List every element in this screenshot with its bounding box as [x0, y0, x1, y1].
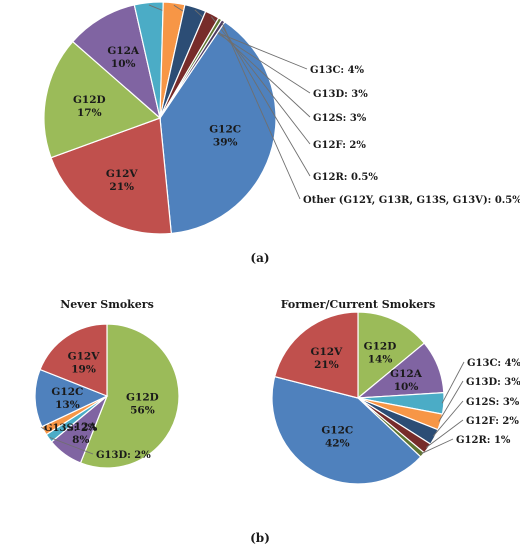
slice-label-a-g13c: G13C: 4%: [310, 65, 365, 76]
slice-label-a-g12c-name: G12C: [209, 124, 241, 136]
slice-label-former-g12a-name: G12A: [390, 368, 423, 380]
slice-label-former-g12c-name: G12C: [321, 425, 353, 437]
slice-label-a-g12r: G12R: 0.5%: [313, 172, 378, 183]
slice-label-never-g12d-value: 56%: [130, 405, 155, 417]
pie-slice-former-g12v: [273, 311, 359, 399]
pie-slice-former-g12d: [357, 311, 426, 400]
leader-line-never-g13s: [40, 426, 46, 431]
slice-label-never-g13d: G13D: 2%: [96, 450, 151, 461]
slice-label-former-g12s: G12S: 3%: [466, 397, 520, 408]
slice-label-a-g12c-value: 39%: [213, 137, 238, 149]
panel-label-a: (a): [250, 251, 269, 265]
leader-line-a-g12r: [218, 20, 311, 177]
slice-label-a-other-g12y-g13r-g13s-g13v: Other (G12Y, G13R, G13S, G13V): 0.5%: [303, 195, 520, 206]
slice-label-former-g12r: G12R: 1%: [456, 435, 511, 446]
slice-label-a-g12v-name: G12V: [106, 168, 139, 180]
leader-line-former-g13d: [438, 380, 464, 422]
pie-slice-a-g12a: [71, 4, 161, 120]
slice-label-a-g12a-value: 10%: [111, 58, 136, 70]
slice-label-former-g12v-name: G12V: [311, 346, 344, 358]
slice-label-a-g12d-name: G12D: [73, 94, 106, 106]
chart-title-former-smokers: Former/Current Smokers: [281, 298, 436, 311]
chart-title-never-smokers: Never Smokers: [60, 298, 154, 311]
slice-label-never-g12v-value: 19%: [71, 364, 96, 376]
leader-line-former-g13c: [441, 361, 465, 404]
slice-label-former-g12d-name: G12D: [364, 340, 397, 352]
panel-label-b: (b): [250, 531, 270, 545]
slice-label-never-g12c-name: G12C: [51, 386, 83, 398]
slice-label-never-g12v-name: G12V: [68, 351, 101, 363]
leader-line-never-g13d: [49, 437, 94, 455]
pie-slice-never-g12d: [79, 323, 180, 469]
leader-line-a-g12f: [210, 16, 311, 145]
pie-slice-a-g12d: [43, 40, 162, 159]
leader-line-former-g12f: [425, 419, 464, 448]
leader-line-former-g12r: [421, 438, 454, 455]
pie-slice-never-g12c: [34, 368, 109, 428]
slice-label-a-g12f: G12F: 2%: [313, 140, 366, 151]
slice-label-a-g13d: G13D: 3%: [313, 89, 368, 100]
slice-label-a-g12d-value: 17%: [77, 107, 102, 119]
slice-label-former-g12f: G12F: 2%: [466, 416, 519, 427]
slice-label-former-g12c-value: 42%: [325, 438, 350, 450]
slice-label-former-g13c: G13C: 4%: [467, 358, 520, 369]
slice-label-never-g12d-name: G12D: [126, 392, 159, 404]
slice-label-former-g12d-value: 14%: [368, 353, 393, 365]
slice-label-never-g12a-value: 8%: [72, 434, 89, 446]
slice-label-a-g12s: G12S: 3%: [313, 113, 367, 124]
slice-label-a-g12a-name: G12A: [107, 45, 140, 57]
slice-label-former-g12a-value: 10%: [394, 381, 419, 393]
slice-label-never-g12c-value: 13%: [55, 399, 80, 411]
slice-label-a-g12v-value: 21%: [109, 181, 134, 193]
slice-label-former-g13d: G13D: 3%: [466, 377, 520, 388]
leader-line-former-g12s: [432, 400, 464, 437]
slice-label-never-g13s: G13S: 2%: [44, 423, 98, 434]
pie-slice-former-g12c: [271, 375, 422, 485]
leader-line-a-other-g12y-g13r-g13s-g13v: [221, 22, 301, 200]
pie-slice-never-g12v: [39, 323, 108, 397]
pie-slice-a-other-g12y-g13r-g13s-g13v: [159, 19, 226, 119]
slice-label-former-g12v-value: 21%: [314, 359, 339, 371]
